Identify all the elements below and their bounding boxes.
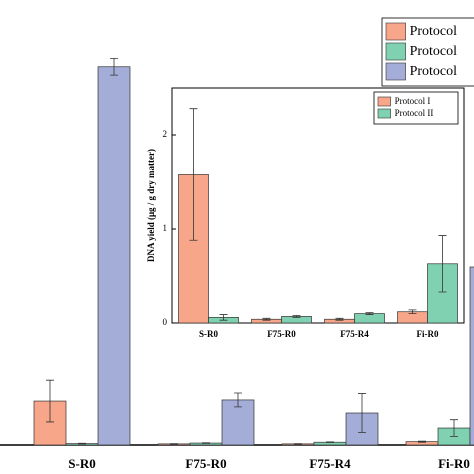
legend-box [373, 91, 459, 125]
error-bar [358, 393, 366, 433]
x-tick-label: F75-R4 [309, 456, 351, 471]
x-tick-label: S-R0 [199, 329, 219, 339]
legend-swatch [377, 96, 391, 107]
legend-label: Protocol [410, 64, 458, 79]
y-tick-label: 1 [163, 223, 168, 233]
x-tick-label: F75-R0 [185, 456, 226, 471]
legend-label: Protocol II [395, 108, 434, 118]
error-bar [335, 317, 344, 321]
error-bar [78, 442, 86, 445]
bar [354, 313, 385, 324]
plot-frame [171, 87, 465, 324]
x-tick-label: Fi-R0 [417, 329, 439, 339]
x-tick-label: Fi-R0 [438, 456, 470, 471]
x-tick-label: F75-R4 [340, 329, 369, 339]
error-bar [219, 314, 228, 321]
error-bar [170, 443, 178, 445]
legend-swatch [385, 62, 406, 81]
legend-label: Protocol I [395, 96, 431, 106]
error-bar [46, 379, 54, 423]
chart: S-R0 F75-R0 F75-R4 Fi-R0 Protocol Protocol Pro… [0, 17, 474, 471]
error-bar [450, 419, 458, 437]
error-bar [189, 108, 198, 241]
error-bar [110, 58, 118, 76]
error-bar [365, 312, 374, 315]
error-bar [408, 309, 417, 314]
chart: 0 1 2 DNA yield (μg / g dry matter) S-R0 F75-… [146, 87, 465, 339]
error-bar [202, 442, 210, 444]
legend-label: Protocol [410, 24, 458, 39]
error-bar [326, 441, 334, 443]
y-tick-label: 2 [163, 129, 168, 139]
legend-swatch [385, 42, 406, 61]
x-tick-label: S-R0 [68, 456, 95, 471]
bar [97, 66, 131, 446]
legend-swatch [377, 108, 391, 119]
y-tick-label: 0 [163, 317, 168, 327]
legend-swatch [385, 22, 406, 41]
y-axis-label: DNA yield (μg / g dry matter) [146, 149, 156, 262]
error-bar [262, 317, 271, 321]
bar [221, 399, 255, 446]
x-tick-label: F75-R0 [267, 329, 296, 339]
error-bar [234, 392, 242, 408]
legend-label: Protocol [410, 44, 458, 59]
error-bar [418, 440, 426, 443]
error-bar [292, 315, 301, 318]
error-bar [438, 235, 447, 293]
error-bar [294, 443, 302, 445]
bar [469, 266, 474, 446]
